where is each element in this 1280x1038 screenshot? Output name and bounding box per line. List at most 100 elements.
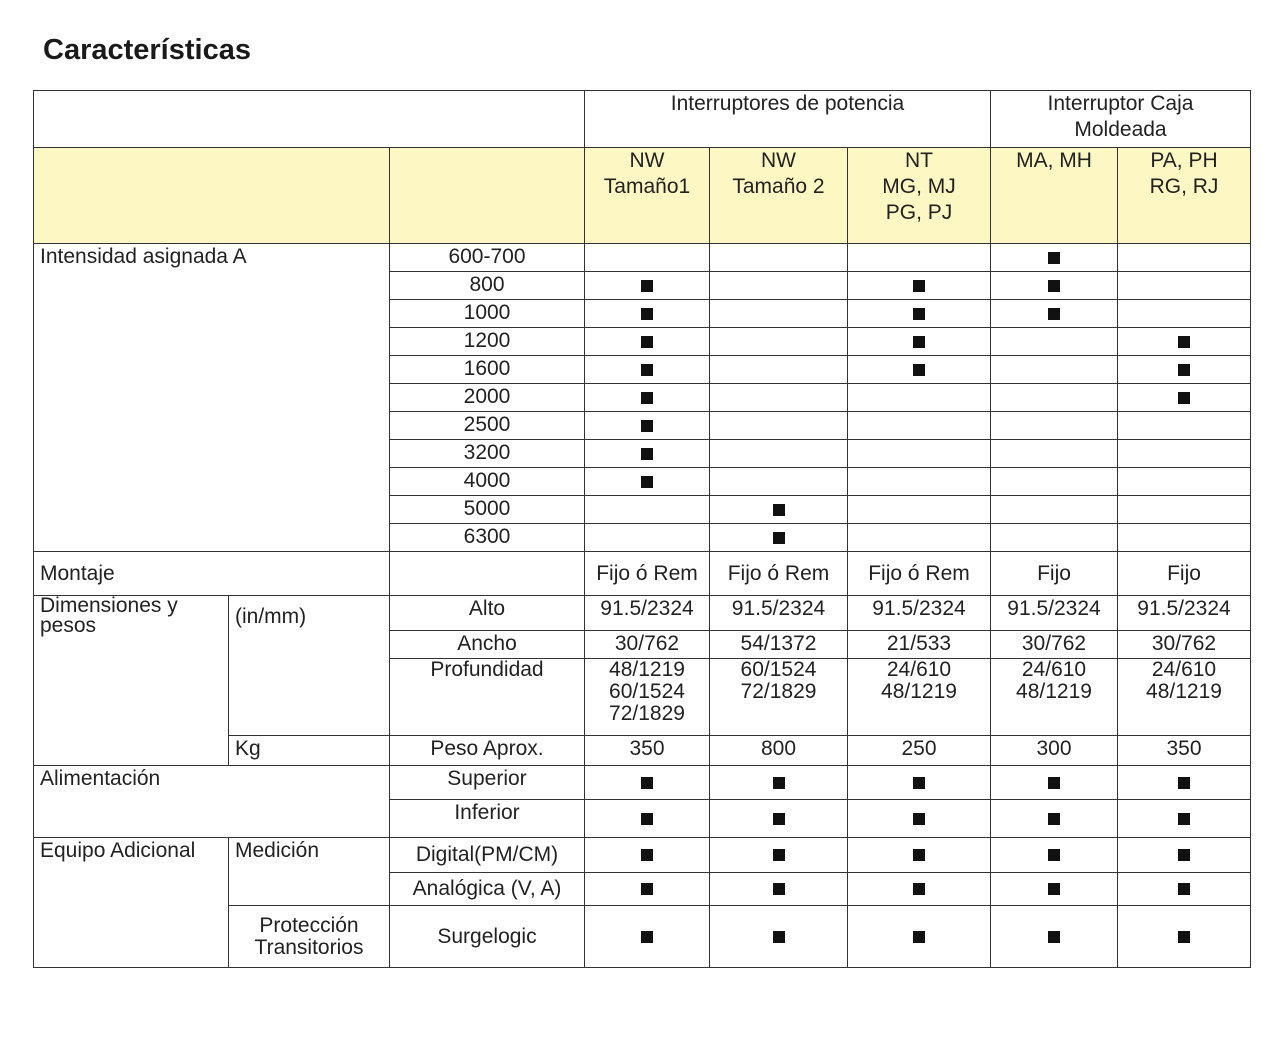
value-cell: 91.5/2324: [1117, 595, 1251, 631]
value-cell: Fijo ó Rem: [847, 551, 991, 596]
mark-cell: [847, 799, 991, 838]
power-supply-row: Alimentación Superior: [33, 765, 1251, 838]
filled-square-mark: [913, 776, 925, 789]
section-label: Intensidad asignada A: [33, 243, 390, 552]
filled-square-mark: [1178, 335, 1190, 348]
value-cell: Fijo ó Rem: [709, 551, 848, 596]
mark-cell: [990, 299, 1118, 328]
value-cell: Fijo: [990, 551, 1118, 596]
filled-square-mark: [641, 812, 653, 825]
value-cell: 30/762: [1117, 630, 1251, 659]
dimension-row: Dimensiones y pesos (in/mm) Alto 91.5/2324 9…: [33, 595, 1251, 766]
mark-cell: [584, 383, 710, 412]
mark-cell: [709, 872, 848, 906]
mark-cell: [847, 355, 991, 384]
value-cell: 24/610 48/1219: [990, 658, 1118, 736]
intensity-row: Intensidad asignada A 600-700: [33, 243, 1251, 552]
filled-square-mark: [913, 307, 925, 320]
value-cell: Fijo: [1117, 551, 1251, 596]
column-header: NT MG, MJ PG, PJ: [847, 147, 991, 244]
filled-square-mark: [772, 849, 785, 861]
intensity-row: 800: [34, 271, 1251, 300]
row-label: Ancho: [389, 630, 585, 659]
filled-square-mark: [1178, 391, 1190, 404]
blank-header-cell: [389, 147, 585, 244]
mark-cell: [709, 765, 848, 800]
column-header: NW Tamaño1: [584, 147, 710, 244]
mark-cell: [584, 837, 710, 873]
filled-square-mark: [1178, 363, 1190, 376]
mark-cell: [584, 355, 710, 384]
filled-square-mark: [641, 363, 653, 376]
intensity-row: 3200: [34, 439, 1251, 468]
mark-cell: [1117, 243, 1251, 272]
mark-cell: [709, 243, 848, 272]
mounting-row: Montaje Fijo ó Rem Fijo ó Rem Fijo ó Rem Fij…: [33, 551, 1251, 596]
filled-square-mark: [641, 776, 653, 789]
mark-cell: [1117, 327, 1251, 356]
extra-row: Equipo Adicional Medición Digital(PM/CM): [33, 837, 1251, 968]
mark-cell: [847, 243, 991, 272]
mark-cell: [584, 271, 710, 300]
filled-square-mark: [772, 930, 785, 943]
value-cell: 24/610 48/1219: [1117, 658, 1251, 736]
filled-square-mark: [1048, 251, 1060, 264]
mark-cell: [584, 495, 710, 524]
intensity-value: 1000: [389, 299, 585, 328]
row-label: Inferior: [389, 799, 585, 838]
filled-square-mark: [641, 335, 653, 348]
filled-square-mark: [913, 812, 925, 825]
filled-square-mark: [641, 849, 653, 861]
value-cell: 300: [990, 735, 1118, 766]
row-label: Superior: [389, 765, 585, 800]
mark-cell: [990, 837, 1118, 873]
characteristics-table: Interruptores de potencia Interruptor Caj…: [33, 90, 1251, 968]
mark-cell: [1117, 872, 1251, 906]
filled-square-mark: [1178, 883, 1190, 895]
mark-cell: [990, 523, 1118, 552]
value-cell: 30/762: [584, 630, 710, 659]
mark-cell: [990, 327, 1118, 356]
mark-cell: [1117, 799, 1251, 838]
column-header: PA, PH RG, RJ: [1117, 147, 1251, 244]
filled-square-mark: [913, 335, 925, 348]
filled-square-mark: [772, 531, 785, 544]
blank-header-cell: [33, 90, 585, 148]
filled-square-mark: [772, 776, 785, 789]
filled-square-mark: [1048, 930, 1060, 943]
mark-cell: [990, 799, 1118, 838]
value-cell: 91.5/2324: [847, 595, 991, 631]
extra-row: Analógica (V, A): [34, 872, 1251, 906]
mark-cell: [584, 299, 710, 328]
unit-label: (in/mm): [228, 595, 390, 736]
intensity-value: 4000: [389, 467, 585, 496]
dimension-row: Ancho 30/762 54/1372 21/533 30/762 30/762: [34, 630, 1251, 659]
filled-square-mark: [1178, 812, 1190, 825]
mark-cell: [1117, 439, 1251, 468]
mark-cell: [990, 411, 1118, 440]
mark-cell: [990, 495, 1118, 524]
intensity-row: 1200: [34, 327, 1251, 356]
unit-label: Kg: [228, 735, 390, 766]
mark-cell: [584, 765, 710, 800]
value-cell: 91.5/2324: [709, 595, 848, 631]
value-cell: 350: [584, 735, 710, 766]
section-label: Alimentación: [33, 765, 390, 838]
value-cell: 54/1372: [709, 630, 848, 659]
mark-cell: [584, 243, 710, 272]
section-label: Montaje: [33, 551, 390, 596]
intensity-row: 4000: [34, 467, 1251, 496]
value-cell: 250: [847, 735, 991, 766]
mark-cell: [709, 327, 848, 356]
mark-cell: [709, 523, 848, 552]
intensity-row: 5000: [34, 495, 1251, 524]
filled-square-mark: [913, 363, 925, 376]
value-cell: Fijo ó Rem: [584, 551, 710, 596]
mark-cell: [709, 439, 848, 468]
mark-cell: [709, 355, 848, 384]
intensity-row: 2500: [34, 411, 1251, 440]
mark-cell: [709, 467, 848, 496]
section-label: Dimensiones y pesos: [33, 595, 229, 766]
row-label: Digital(PM/CM): [389, 837, 585, 873]
mark-cell: [847, 383, 991, 412]
